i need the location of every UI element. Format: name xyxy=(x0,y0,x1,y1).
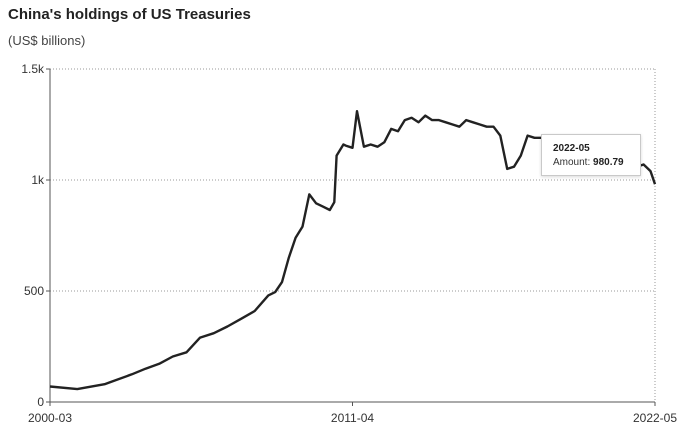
y-tick-label-3: 1.5k xyxy=(21,62,45,76)
x-tick-label-0: 2000-03 xyxy=(28,411,72,425)
tooltip-date: 2022-05 xyxy=(553,143,590,154)
y-tick-label-1: 500 xyxy=(24,284,44,298)
chart-subtitle: (US$ billions) xyxy=(8,33,86,48)
x-tick-label-2: 2022-05 xyxy=(633,411,677,425)
x-tick-label-1: 2011-04 xyxy=(331,411,374,425)
chart-tooltip: 2022-05 Amount: 980.79 xyxy=(541,134,641,176)
y-tick-label-0: 0 xyxy=(37,395,44,409)
chart-title: China's holdings of US Treasuries xyxy=(8,6,251,23)
tooltip-value: 980.79 xyxy=(593,157,624,168)
tooltip-label: Amount: xyxy=(553,157,591,168)
y-tick-label-2: 1k xyxy=(31,173,45,187)
